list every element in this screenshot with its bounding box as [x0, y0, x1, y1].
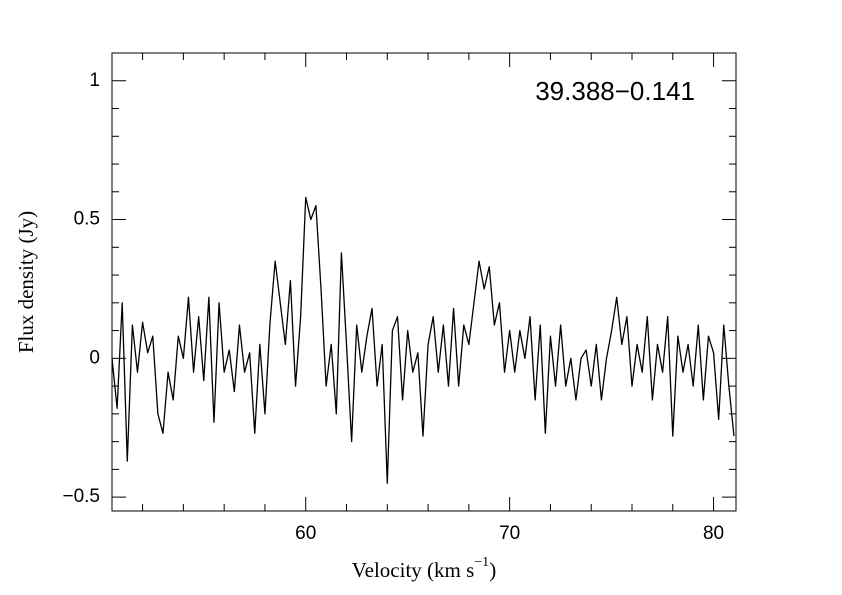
x-axis-label-text: Velocity (km s — [352, 558, 474, 582]
y-tick-label: −0.5 — [62, 486, 100, 507]
x-axis-label: Velocity (km s−1) — [352, 555, 496, 582]
x-axis-label-end: ) — [489, 558, 496, 582]
y-tick-label: 0 — [89, 347, 100, 368]
x-tick-label: 70 — [499, 523, 520, 544]
y-tick-label: 0.5 — [74, 209, 100, 230]
spectrum-line — [111, 196, 735, 484]
x-axis-label-sup: −1 — [474, 555, 489, 570]
x-tick-label: 60 — [295, 523, 316, 544]
y-axis-label: Flux density (Jy) — [14, 211, 38, 353]
y-tick-label: 1 — [89, 70, 100, 91]
plot-frame — [111, 52, 737, 512]
x-tick-label: 80 — [703, 523, 724, 544]
chart-title: 39.388−0.141 — [535, 76, 695, 106]
